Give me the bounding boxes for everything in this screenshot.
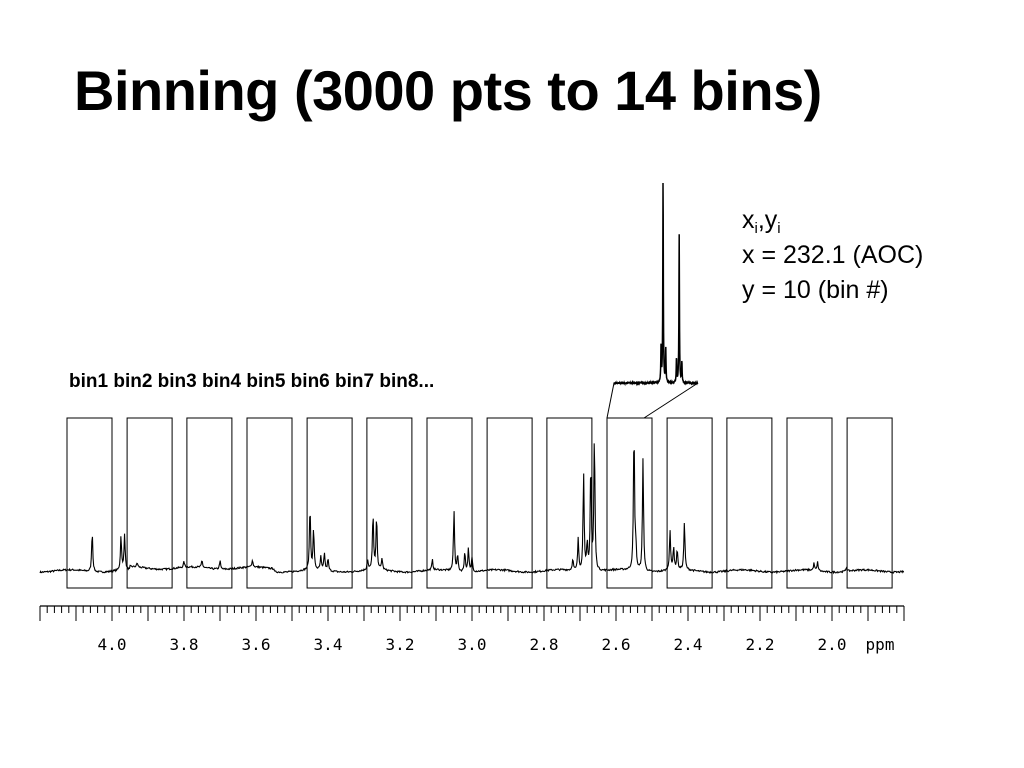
tick-label-3-0: 3.0	[458, 635, 487, 654]
annotation-box: xi,yi x = 232.1 (AOC) y = 10 (bin #)	[742, 203, 923, 308]
bin-box-5	[306, 417, 353, 589]
tick-label-2-2: 2.2	[746, 635, 775, 654]
tick-label-2-4: 2.4	[674, 635, 703, 654]
bin-box-9	[546, 417, 593, 589]
tick-label-3-6: 3.6	[242, 635, 271, 654]
axis-unit-label: ppm	[866, 635, 895, 654]
annotation-xy: xi,yi	[742, 203, 923, 238]
spectrum-line	[39, 443, 905, 575]
zoom-connector-left	[606, 382, 615, 419]
bin-box-13	[786, 417, 833, 589]
tick-label-3-2: 3.2	[386, 635, 415, 654]
annotation-y-value: y = 10 (bin #)	[742, 276, 889, 304]
zoom-inset	[606, 183, 699, 419]
tick-label-3-8: 3.8	[170, 635, 199, 654]
tick-label-2-0: 2.0	[818, 635, 847, 654]
bin-labels: bin1 bin2 bin3 bin4 bin5 bin6 bin7 bin8.…	[69, 371, 435, 392]
tick-label-2-6: 2.6	[602, 635, 631, 654]
bin-box-2	[126, 417, 173, 589]
bin-box-6	[366, 417, 413, 589]
tick-label-4-0: 4.0	[98, 635, 127, 654]
bin-boxes	[66, 417, 893, 589]
spectrum-group	[39, 443, 905, 575]
annotation-x-value: x = 232.1 (AOC)	[742, 241, 924, 269]
bin-box-14	[846, 417, 893, 589]
annotation-xy-sub-j: i	[777, 220, 781, 237]
bin-box-11	[666, 417, 713, 589]
bin-box-12	[726, 417, 773, 589]
bin-box-3	[186, 417, 233, 589]
annotation-xy-x: x	[742, 206, 755, 234]
bin-box-8	[486, 417, 533, 589]
annotation-xy-y: ,y	[757, 206, 778, 234]
ppm-axis: 4.0 3.8 3.6 3.4 3.2 3.0 2.8 2.6 2.4 2.2 2.0 ppm	[39, 605, 905, 654]
bin-box-1	[66, 417, 113, 589]
zoom-spectrum-line	[613, 183, 699, 387]
slide-title: Binning (3000 pts to 14 bins)	[74, 59, 822, 122]
zoom-connector-right	[643, 382, 699, 419]
bin-box-4	[246, 417, 293, 589]
bin-box-7	[426, 417, 473, 589]
annotation-xy-sub-i: i	[754, 220, 758, 237]
tick-label-3-4: 3.4	[314, 635, 343, 654]
tick-label-2-8: 2.8	[530, 635, 559, 654]
bin-box-10	[606, 417, 653, 589]
